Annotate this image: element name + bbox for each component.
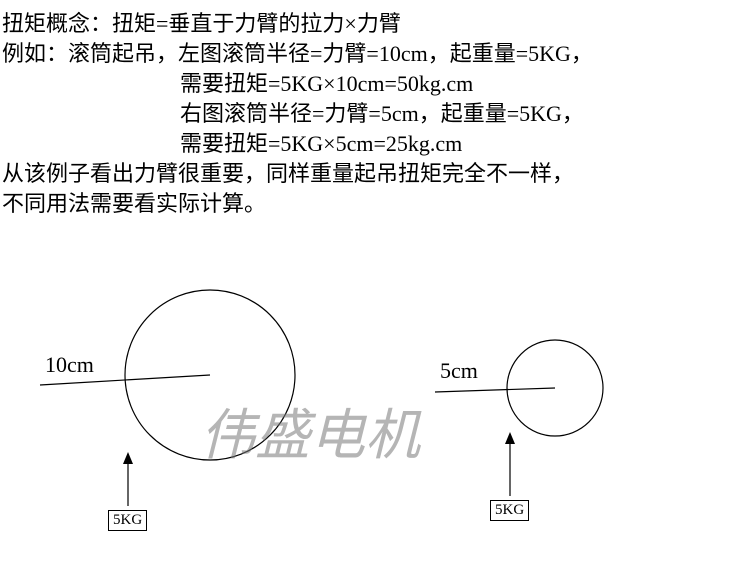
right-weight-box: 5KG [490,500,529,521]
right-radius-label: 5cm [440,358,478,384]
left-arrow-head [123,452,133,464]
torque-diagram [0,0,750,561]
right-arrow-head [505,432,515,444]
right-radius-line [435,388,555,392]
left-radius-label: 10cm [45,352,94,378]
left-weight-box: 5KG [108,510,147,531]
